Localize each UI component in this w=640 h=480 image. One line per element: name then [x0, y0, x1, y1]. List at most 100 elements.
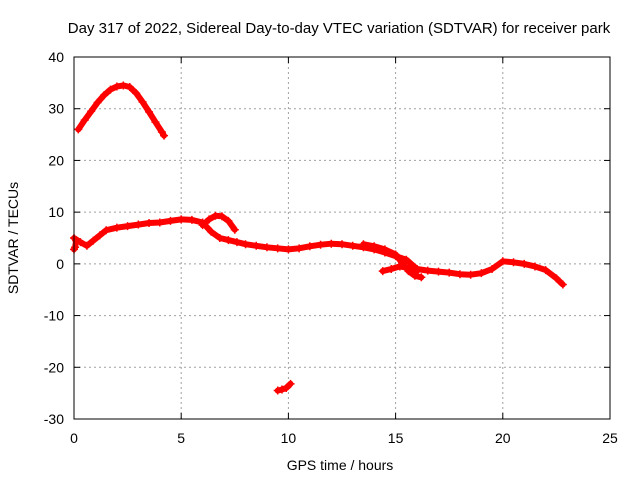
data-point	[74, 125, 83, 134]
data-point	[273, 386, 282, 395]
data-point	[359, 240, 368, 249]
y-tick-label: 40	[48, 49, 64, 65]
data-point	[119, 81, 128, 90]
plot-frame	[73, 56, 611, 420]
data-point	[445, 268, 454, 277]
data-points	[70, 81, 567, 395]
data-point	[205, 215, 214, 224]
data-point	[455, 270, 464, 279]
data-point	[177, 215, 186, 224]
data-point	[370, 242, 379, 251]
data-point	[80, 116, 89, 125]
data-point	[145, 107, 154, 116]
data-point	[224, 216, 233, 225]
data-point	[160, 131, 169, 140]
y-tick-label: 10	[48, 204, 64, 220]
data-point	[262, 243, 271, 252]
y-tick-label: -30	[44, 411, 64, 427]
data-point	[89, 236, 98, 245]
data-point	[530, 262, 539, 271]
data-point	[232, 238, 241, 247]
series-bump-6.5h	[198, 211, 239, 234]
data-point	[166, 216, 175, 225]
data-point	[187, 215, 196, 224]
data-point	[134, 220, 143, 229]
data-point	[391, 250, 400, 259]
data-point	[87, 107, 96, 116]
data-point	[417, 273, 426, 282]
data-point	[252, 241, 261, 250]
data-point	[402, 255, 411, 264]
x-tick-label: 15	[388, 430, 404, 446]
data-point	[72, 236, 81, 245]
data-point	[348, 241, 357, 250]
data-point	[413, 267, 422, 276]
data-point	[71, 243, 80, 252]
data-point	[423, 266, 432, 275]
data-point	[155, 218, 164, 227]
data-point	[509, 258, 518, 267]
data-point	[230, 225, 239, 234]
data-point	[123, 222, 132, 231]
data-point	[217, 212, 226, 221]
data-point	[284, 245, 293, 254]
y-tick-label: 0	[56, 256, 64, 272]
data-point	[395, 262, 404, 271]
data-point	[380, 245, 389, 254]
data-point	[207, 227, 216, 236]
data-point	[378, 267, 387, 276]
series-main	[70, 215, 567, 289]
data-point	[224, 236, 233, 245]
data-point	[404, 263, 413, 272]
data-point	[198, 221, 207, 230]
data-point	[112, 223, 121, 232]
data-point	[305, 242, 314, 251]
data-point	[466, 270, 475, 279]
data-point	[541, 266, 550, 275]
data-point	[102, 226, 111, 235]
data-point	[132, 89, 141, 98]
x-tick-label: 10	[281, 430, 297, 446]
data-point	[151, 118, 160, 127]
y-tick-label: -20	[44, 359, 64, 375]
axis-ticks: 0 5 10 15 20 25 -30 -20 -10 0 10 20 30 40	[44, 49, 618, 446]
y-tick-label: -10	[44, 308, 64, 324]
series-low-cluster-10h	[273, 379, 295, 395]
data-point	[145, 219, 154, 228]
data-point	[82, 241, 91, 250]
data-point	[215, 234, 224, 242]
x-tick-label: 20	[495, 430, 511, 446]
x-tick-label: 0	[70, 430, 78, 446]
data-point	[125, 82, 134, 91]
data-point	[295, 244, 304, 253]
data-point	[327, 239, 336, 248]
data-point	[95, 231, 104, 240]
series-ascending-arc-14-16h	[378, 262, 422, 276]
data-point	[273, 244, 282, 253]
data-point	[286, 379, 295, 388]
data-point	[552, 274, 561, 283]
data-point	[138, 97, 147, 106]
data-point	[434, 267, 443, 276]
x-tick-label: 5	[177, 430, 185, 446]
data-point	[520, 259, 529, 268]
data-point	[282, 383, 291, 392]
data-point	[477, 269, 486, 278]
x-axis-label: GPS time / hours	[287, 457, 394, 473]
y-tick-label: 20	[48, 152, 64, 168]
data-point	[488, 265, 497, 274]
data-point	[277, 385, 286, 394]
data-point	[498, 257, 507, 266]
data-point	[112, 82, 121, 91]
data-point	[558, 280, 567, 289]
y-axis-label: SDTVAR / TECUs	[5, 182, 21, 294]
y-tick-label: 30	[48, 101, 64, 117]
chart-title: Day 317 of 2022, Sidereal Day-to-day VTE…	[68, 20, 611, 37]
data-point	[93, 98, 102, 107]
data-point	[241, 240, 250, 249]
data-point	[100, 91, 109, 100]
data-point	[387, 265, 396, 274]
data-point	[338, 240, 346, 249]
